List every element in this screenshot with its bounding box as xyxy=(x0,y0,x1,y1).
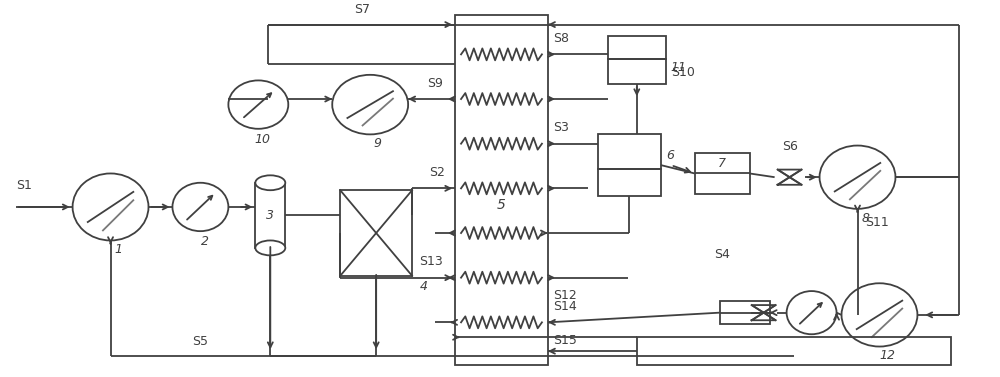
Text: 3: 3 xyxy=(266,209,274,222)
Bar xyxy=(340,190,412,276)
Text: 10: 10 xyxy=(255,133,271,146)
Ellipse shape xyxy=(255,241,285,255)
Text: 6: 6 xyxy=(666,149,674,162)
Bar xyxy=(608,59,666,84)
Text: 12: 12 xyxy=(879,349,895,362)
Text: S5: S5 xyxy=(192,335,208,348)
Text: S1: S1 xyxy=(16,179,32,192)
Text: 2: 2 xyxy=(201,235,209,248)
Text: S11: S11 xyxy=(865,216,889,229)
Text: S12: S12 xyxy=(553,289,577,302)
Text: 1: 1 xyxy=(114,243,122,256)
Ellipse shape xyxy=(255,175,285,190)
Bar xyxy=(255,183,285,248)
Bar xyxy=(598,169,661,196)
Text: S6: S6 xyxy=(782,140,798,153)
Bar xyxy=(608,36,666,59)
Text: S10: S10 xyxy=(671,66,695,78)
Bar xyxy=(720,301,770,324)
Text: S7: S7 xyxy=(354,3,370,16)
Bar xyxy=(598,134,661,169)
Text: 9: 9 xyxy=(374,137,382,150)
Text: S15: S15 xyxy=(553,334,577,346)
Text: S13: S13 xyxy=(419,255,443,268)
Text: 5: 5 xyxy=(497,198,506,212)
Text: S8: S8 xyxy=(553,32,569,45)
Text: 4: 4 xyxy=(420,279,428,293)
Text: S14: S14 xyxy=(553,300,577,313)
Bar xyxy=(695,153,750,194)
Bar xyxy=(455,15,548,365)
Text: S2: S2 xyxy=(429,166,445,179)
Bar xyxy=(637,337,951,365)
Text: 11: 11 xyxy=(671,61,687,74)
Text: S9: S9 xyxy=(427,77,443,90)
Text: S4: S4 xyxy=(714,248,730,261)
Text: S3: S3 xyxy=(553,121,569,134)
Text: 8: 8 xyxy=(861,211,869,225)
Text: 7: 7 xyxy=(718,157,726,170)
